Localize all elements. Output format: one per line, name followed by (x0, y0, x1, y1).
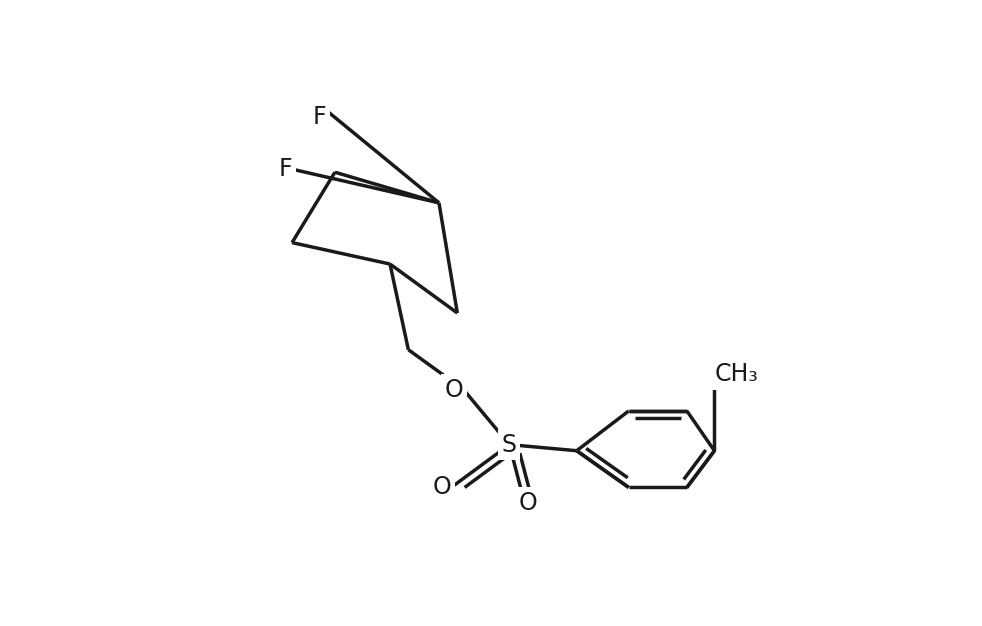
Text: F: F (313, 105, 326, 129)
Text: O: O (432, 476, 451, 500)
Text: F: F (279, 157, 292, 181)
Text: O: O (518, 491, 537, 515)
Text: CH₃: CH₃ (715, 362, 758, 386)
Text: O: O (445, 377, 464, 401)
Text: S: S (502, 433, 517, 456)
